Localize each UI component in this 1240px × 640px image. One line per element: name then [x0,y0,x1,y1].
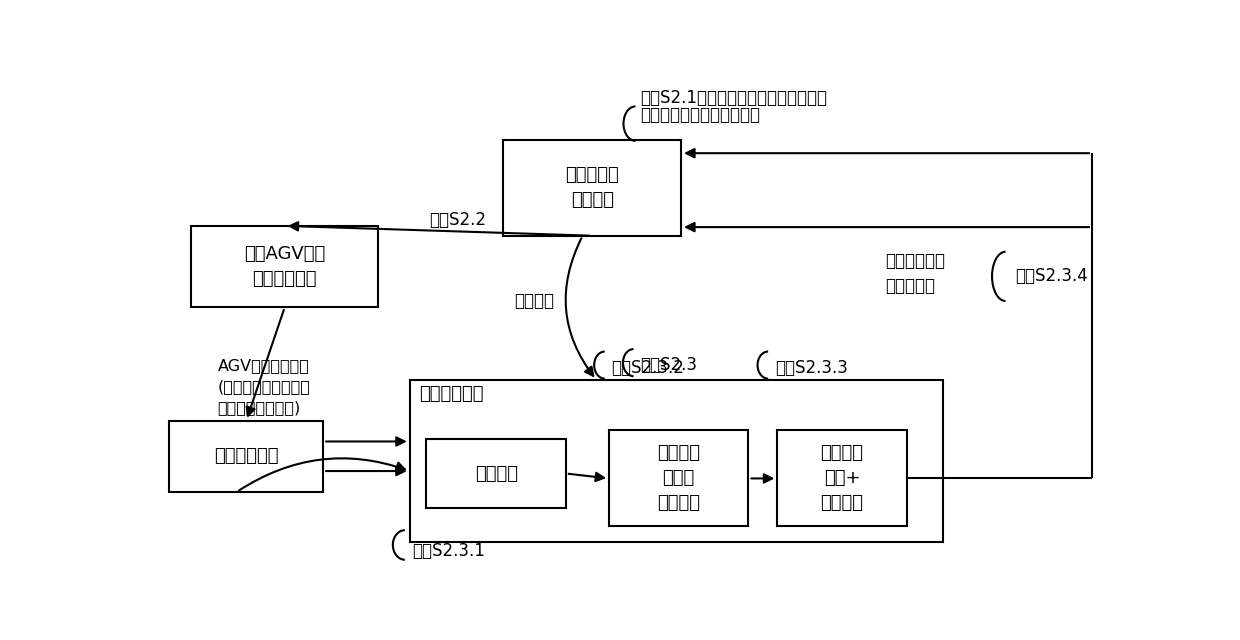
Text: 步骤S2.3: 步骤S2.3 [640,356,697,374]
Bar [503,140,681,236]
Text: 码头AGV流的
运行数据采集: 码头AGV流的 运行数据采集 [244,245,325,288]
Bar [191,226,378,307]
Bar [409,380,942,543]
Text: 步骤S2.3.1: 步骤S2.3.1 [413,542,485,560]
Text: 步骤S2.3.4: 步骤S2.3.4 [1016,268,1087,285]
Bar [427,439,565,508]
Text: 离线参数
计算+
在线优化: 离线参数 计算+ 在线优化 [821,444,863,513]
Text: 步骤S2.1船舶、岸桥、场桥、路网、作: 步骤S2.1船舶、岸桥、场桥、路网、作 [640,89,827,107]
Text: 自动化码头
实际路网: 自动化码头 实际路网 [565,166,619,209]
Bar [777,430,906,527]
Text: 步骤S2.3.2: 步骤S2.3.2 [611,358,684,376]
Text: 步骤S2.3.3: 步骤S2.3.3 [775,358,848,376]
Text: 步骤S2.2: 步骤S2.2 [429,211,486,228]
Text: 安全诱导向量
的切换变量: 安全诱导向量 的切换变量 [885,252,945,296]
Text: 预测模型: 预测模型 [475,465,517,483]
Text: 基于预测
状态的
目标函数: 基于预测 状态的 目标函数 [657,444,701,513]
Text: AGV流的交通状态
(如流量、流向、占有
率、密度、速度等): AGV流的交通状态 (如流量、流向、占有 率、密度、速度等) [217,358,310,415]
Text: 业需求等不确定因素的扰动: 业需求等不确定因素的扰动 [640,106,760,124]
Bar [170,420,324,492]
Text: 滚动优化: 滚动优化 [515,292,554,310]
Text: 模型预测控制: 模型预测控制 [419,385,484,403]
Bar [609,430,749,527]
Text: 系统扰动估计: 系统扰动估计 [215,447,279,465]
